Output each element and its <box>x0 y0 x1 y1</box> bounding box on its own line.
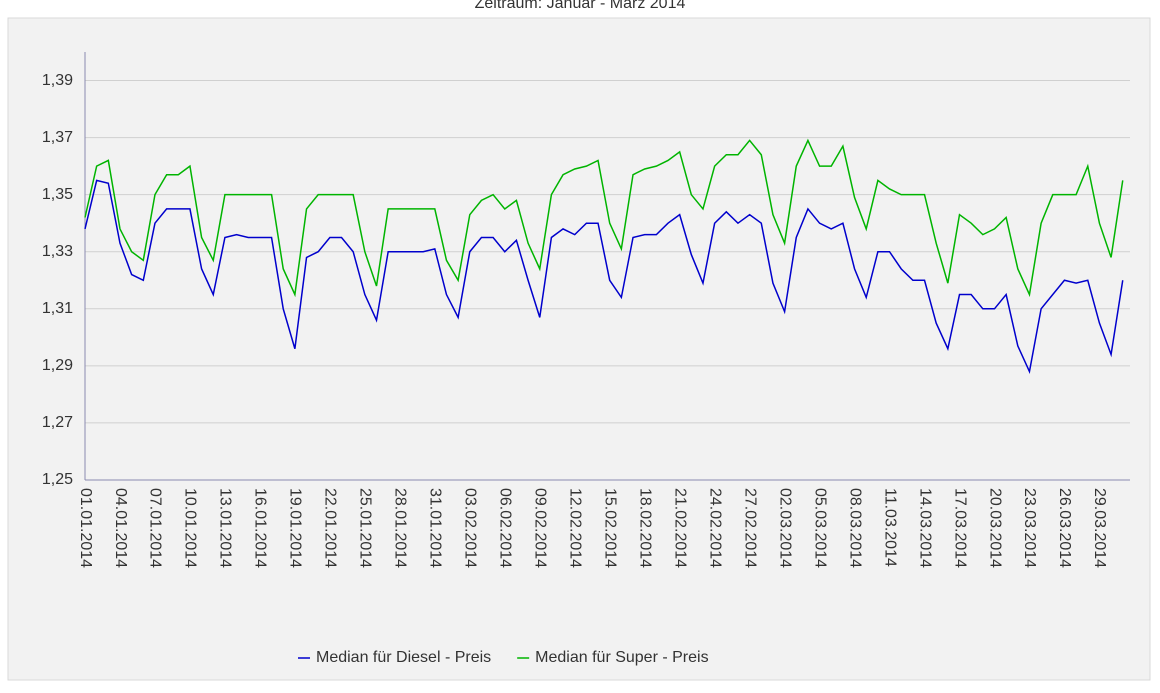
y-tick-label: 1,27 <box>42 414 73 431</box>
legend-label: Median für Super - Preis <box>535 649 708 666</box>
y-tick-label: 1,25 <box>42 471 73 488</box>
y-tick-label: 1,31 <box>42 300 73 317</box>
x-tick-label: 18.02.2014 <box>636 488 653 568</box>
legend-label: Median für Diesel - Preis <box>316 649 491 666</box>
x-tick-label: 27.02.2014 <box>741 488 758 568</box>
data-line <box>84 138 1124 298</box>
chart-title: Zeitraum: Januar - März 2014 <box>475 0 686 12</box>
x-tick-label: 24.02.2014 <box>706 488 723 568</box>
x-tick-label: 26.03.2014 <box>1056 488 1073 568</box>
x-tick-label: 25.01.2014 <box>357 488 374 568</box>
x-tick-label: 19.01.2014 <box>287 488 304 568</box>
chart-background <box>7 17 1151 681</box>
x-tick-label: 22.01.2014 <box>322 488 339 568</box>
x-tick-label: 31.01.2014 <box>427 488 444 568</box>
x-tick-label: 29.03.2014 <box>1091 488 1108 568</box>
data-line <box>84 179 1124 375</box>
x-tick-label: 10.01.2014 <box>182 488 199 568</box>
y-tick-label: 1,39 <box>42 72 73 89</box>
y-tick-label: 1,29 <box>42 357 73 374</box>
y-tick-label: 1,35 <box>42 186 73 203</box>
x-tick-label: 08.03.2014 <box>846 488 863 568</box>
x-tick-label: 11.03.2014 <box>881 488 898 567</box>
x-tick-label: 04.01.2014 <box>112 488 129 568</box>
x-tick-label: 09.02.2014 <box>532 488 549 568</box>
x-tick-label: 05.03.2014 <box>811 488 828 568</box>
x-tick-label: 21.02.2014 <box>671 488 688 568</box>
x-tick-label: 16.01.2014 <box>252 488 269 568</box>
y-tick-label: 1,37 <box>42 129 73 146</box>
x-tick-label: 13.01.2014 <box>217 488 234 568</box>
x-tick-label: 23.03.2014 <box>1021 488 1038 568</box>
x-tick-label: 07.01.2014 <box>147 488 164 568</box>
x-tick-label: 28.01.2014 <box>392 488 409 568</box>
y-tick-label: 1,33 <box>42 243 73 260</box>
x-tick-label: 14.03.2014 <box>916 488 933 568</box>
x-tick-label: 01.01.2014 <box>77 488 94 568</box>
x-tick-label: 20.03.2014 <box>986 488 1003 568</box>
x-tick-label: 12.02.2014 <box>566 488 583 568</box>
x-tick-label: 17.03.2014 <box>951 488 968 568</box>
x-tick-label: 02.03.2014 <box>776 488 793 568</box>
x-tick-label: 03.02.2014 <box>462 488 479 568</box>
x-tick-label: 06.02.2014 <box>497 488 514 568</box>
x-tick-label: 15.02.2014 <box>601 488 618 568</box>
